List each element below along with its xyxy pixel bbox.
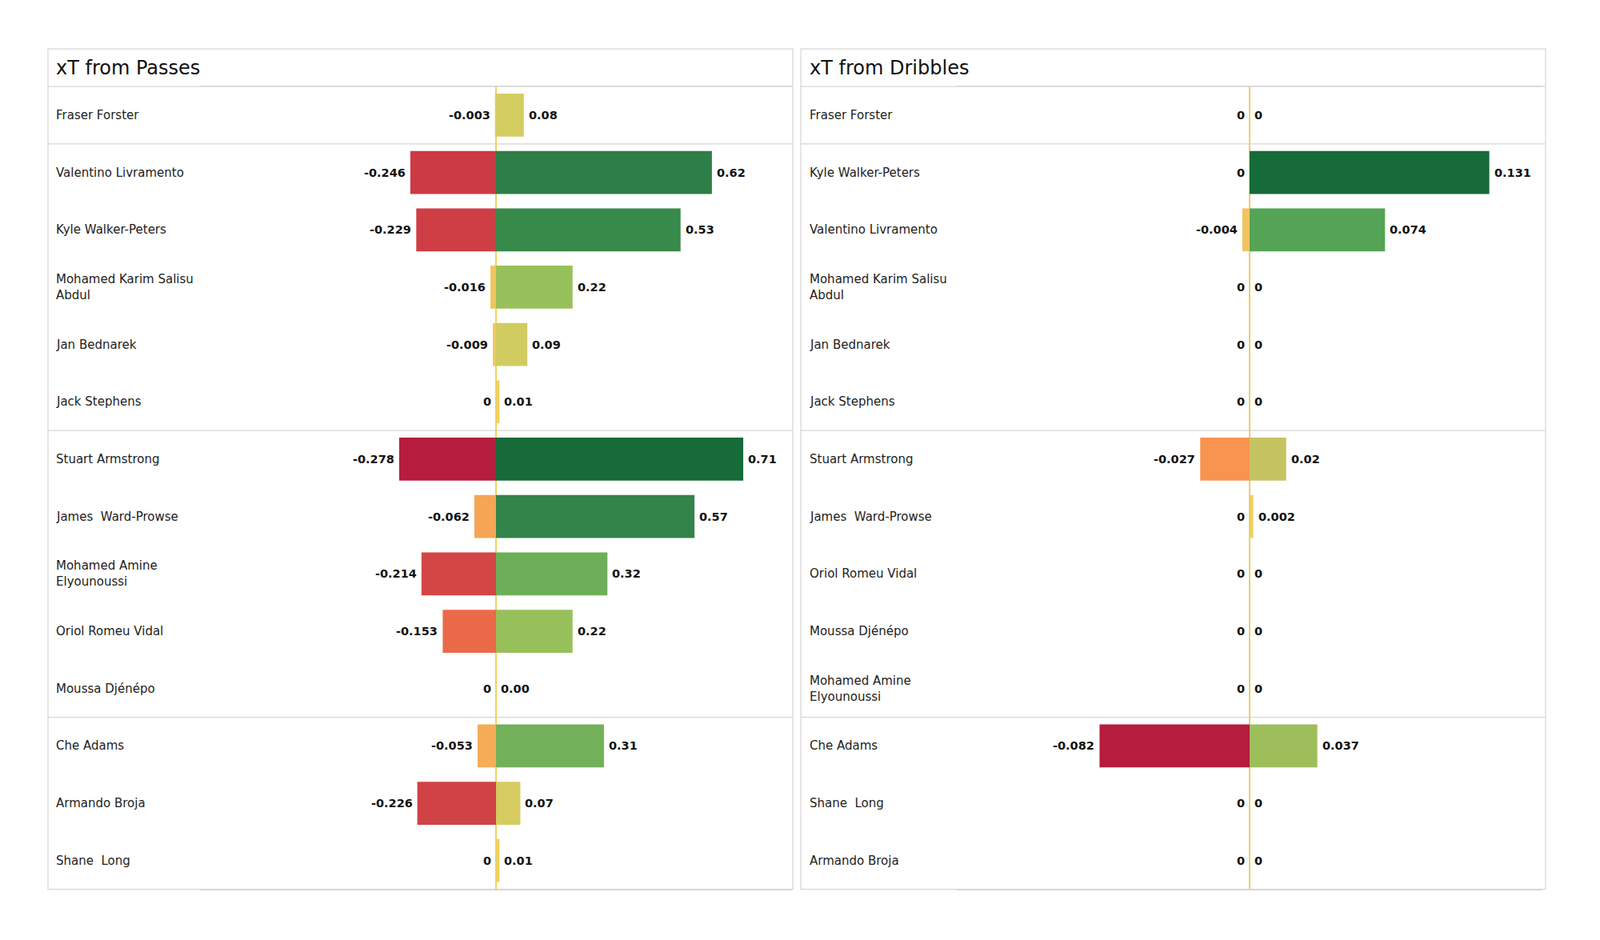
svg-text:Che Adams: Che Adams <box>809 738 878 753</box>
svg-text:0: 0 <box>483 854 492 868</box>
svg-text:-0.214: -0.214 <box>375 567 417 580</box>
svg-text:0: 0 <box>1254 854 1263 868</box>
svg-text:0.07: 0.07 <box>524 796 554 810</box>
svg-text:-0.246: -0.246 <box>364 166 406 180</box>
svg-text:Mohamed Karim SalisuAbdul: Mohamed Karim SalisuAbdul <box>56 272 194 303</box>
svg-text:0.131: 0.131 <box>1494 166 1532 180</box>
svg-text:0: 0 <box>1254 624 1263 638</box>
svg-text:0.57: 0.57 <box>699 510 728 524</box>
svg-text:-0.027: -0.027 <box>1153 452 1196 466</box>
svg-text:xT from Passes: xT from Passes <box>56 56 200 80</box>
svg-text:0.08: 0.08 <box>528 108 558 122</box>
svg-text:xT from Dribbles: xT from Dribbles <box>809 56 969 80</box>
svg-text:Stuart Armstrong: Stuart Armstrong <box>809 452 913 467</box>
svg-text:Fraser Forster: Fraser Forster <box>809 108 893 123</box>
svg-text:-0.016: -0.016 <box>444 280 486 294</box>
svg-text:-0.153: -0.153 <box>396 624 438 638</box>
svg-text:0: 0 <box>483 395 492 408</box>
svg-text:Jan Bednarek: Jan Bednarek <box>809 337 891 352</box>
svg-text:-0.062: -0.062 <box>428 510 470 524</box>
svg-text:Oriol Romeu Vidal: Oriol Romeu Vidal <box>809 566 917 581</box>
svg-text:James Ward-Prowse: James Ward-Prowse <box>56 509 179 524</box>
svg-text:Shane Long: Shane Long <box>809 796 884 811</box>
svg-text:Fraser Forster: Fraser Forster <box>56 108 140 123</box>
svg-text:James Ward-Prowse: James Ward-Prowse <box>809 509 932 524</box>
svg-text:0.01: 0.01 <box>504 395 533 408</box>
svg-text:Stuart Armstrong: Stuart Armstrong <box>56 452 160 467</box>
svg-text:0.074: 0.074 <box>1389 223 1427 236</box>
svg-text:Armando Broja: Armando Broja <box>56 796 146 811</box>
svg-text:Moussa Djénépo: Moussa Djénépo <box>56 681 156 696</box>
svg-text:-0.003: -0.003 <box>448 108 491 122</box>
svg-text:0.53: 0.53 <box>685 223 715 236</box>
svg-text:Oriol Romeu Vidal: Oriol Romeu Vidal <box>56 624 164 639</box>
svg-text:-0.229: -0.229 <box>369 223 412 236</box>
svg-text:-0.226: -0.226 <box>371 796 413 810</box>
svg-text:Mohamed AmineElyounoussi: Mohamed AmineElyounoussi <box>56 558 158 589</box>
svg-text:-0.278: -0.278 <box>352 452 395 466</box>
svg-text:0.02: 0.02 <box>1291 452 1320 466</box>
svg-text:Jack Stephens: Jack Stephens <box>56 394 142 409</box>
svg-text:0.71: 0.71 <box>748 452 777 466</box>
svg-text:-0.004: -0.004 <box>1196 223 1238 236</box>
svg-text:0: 0 <box>1236 510 1245 524</box>
svg-text:Jan Bednarek: Jan Bednarek <box>56 337 137 352</box>
svg-text:0.037: 0.037 <box>1322 739 1360 752</box>
svg-text:Mohamed Karim SalisuAbdul: Mohamed Karim SalisuAbdul <box>809 272 948 303</box>
svg-text:0: 0 <box>1254 395 1263 408</box>
svg-text:Valentino Livramento: Valentino Livramento <box>809 222 938 237</box>
svg-text:Armando Broja: Armando Broja <box>809 853 900 868</box>
svg-text:0: 0 <box>1254 796 1263 810</box>
svg-text:Che Adams: Che Adams <box>56 738 124 753</box>
svg-text:0.002: 0.002 <box>1258 510 1296 524</box>
svg-text:0: 0 <box>1236 280 1245 294</box>
svg-text:Kyle Walker-Peters: Kyle Walker-Peters <box>56 222 167 237</box>
svg-text:Mohamed AmineElyounoussi: Mohamed AmineElyounoussi <box>809 673 912 704</box>
svg-text:0: 0 <box>483 682 492 696</box>
svg-text:-0.009: -0.009 <box>446 338 488 352</box>
svg-text:0: 0 <box>1254 682 1263 696</box>
svg-text:0: 0 <box>1236 624 1245 638</box>
svg-text:-0.082: -0.082 <box>1052 739 1095 752</box>
svg-text:0: 0 <box>1254 280 1263 294</box>
svg-text:0: 0 <box>1236 108 1245 122</box>
svg-text:0.01: 0.01 <box>504 854 533 868</box>
svg-text:0: 0 <box>1236 796 1245 810</box>
svg-text:0.00: 0.00 <box>500 682 530 696</box>
svg-text:-0.053: -0.053 <box>431 739 473 752</box>
svg-text:Moussa Djénépo: Moussa Djénépo <box>809 624 909 639</box>
svg-text:0: 0 <box>1254 108 1263 122</box>
svg-text:0.22: 0.22 <box>577 280 607 294</box>
svg-text:0: 0 <box>1236 567 1245 580</box>
svg-text:0.31: 0.31 <box>608 739 638 752</box>
svg-text:Kyle Walker-Peters: Kyle Walker-Peters <box>809 165 920 180</box>
svg-text:0: 0 <box>1236 854 1245 868</box>
svg-text:Shane Long: Shane Long <box>56 853 131 868</box>
svg-text:0.22: 0.22 <box>577 624 607 638</box>
svg-text:0: 0 <box>1254 338 1263 352</box>
svg-text:0: 0 <box>1254 567 1263 580</box>
svg-text:0.62: 0.62 <box>716 166 746 180</box>
svg-text:0: 0 <box>1236 166 1245 180</box>
svg-text:0: 0 <box>1236 682 1245 696</box>
svg-text:Jack Stephens: Jack Stephens <box>809 394 896 409</box>
svg-text:Valentino Livramento: Valentino Livramento <box>56 165 184 180</box>
svg-text:0: 0 <box>1236 395 1245 408</box>
svg-text:0: 0 <box>1236 338 1245 352</box>
svg-text:0.32: 0.32 <box>612 567 641 580</box>
svg-text:0.09: 0.09 <box>532 338 561 352</box>
